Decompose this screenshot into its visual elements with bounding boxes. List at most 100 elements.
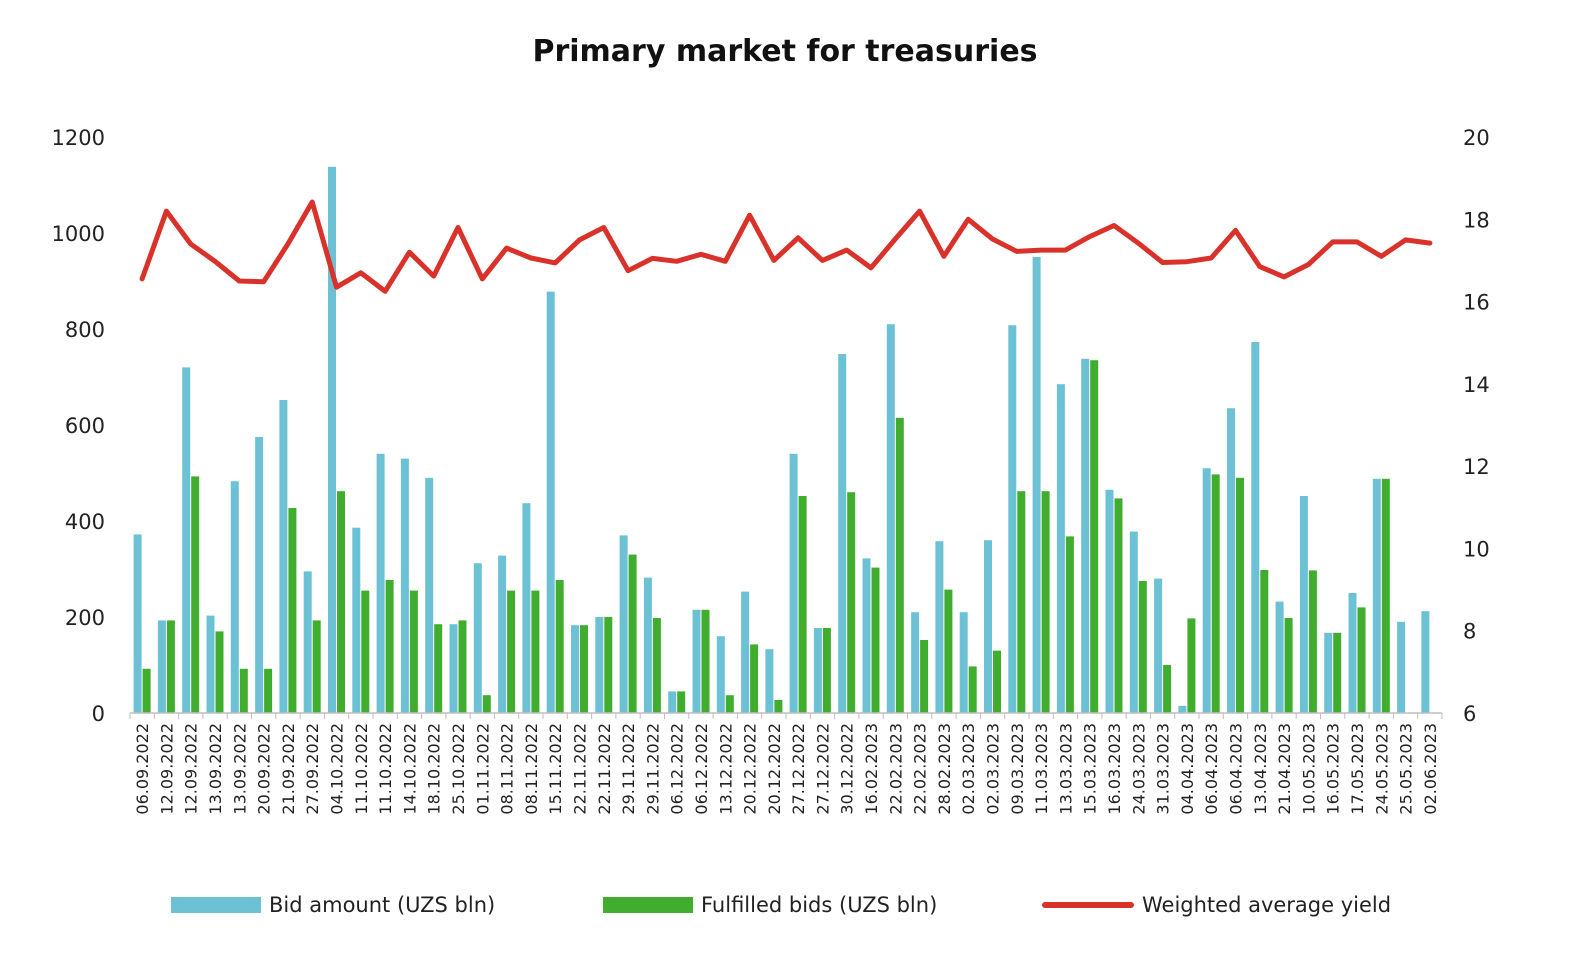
- bid-bar-26: [741, 591, 750, 713]
- yield-point-54: [1429, 242, 1431, 244]
- yield-point-42: [1137, 242, 1139, 244]
- fulfilled-bar-14: [458, 620, 467, 713]
- x-tick-label: 11.10.2022: [376, 723, 395, 815]
- x-tick-label: 08.11.2022: [522, 723, 541, 815]
- yield-point-6: [263, 281, 265, 283]
- y-left-tick-label: 800: [65, 318, 105, 342]
- bid-bar-36: [984, 540, 992, 713]
- bid-bar-7: [279, 400, 288, 713]
- fulfilled-bar-39: [1065, 536, 1074, 713]
- fulfilled-bar-29: [822, 628, 831, 713]
- bid-bar-8: [303, 571, 312, 713]
- bid-bar-42: [1129, 531, 1138, 713]
- x-tick-label: 02.03.2023: [959, 723, 978, 815]
- yield-point-16: [506, 247, 508, 249]
- bid-bar-47: [1251, 342, 1260, 713]
- fulfilled-bar-46: [1236, 477, 1244, 713]
- fulfilled-bar-20: [604, 617, 613, 713]
- bid-bar-16: [498, 555, 507, 713]
- x-tick-label: 20.12.2022: [765, 723, 784, 815]
- y-axis-left-ticks: 0 200 400 600 800 1000 1200: [52, 126, 105, 726]
- yield-point-21: [627, 270, 629, 272]
- yield-point-51: [1356, 241, 1358, 243]
- yield-point-44: [1186, 261, 1188, 263]
- yield-point-20: [603, 227, 605, 228]
- fulfilled-bar-32: [895, 417, 904, 713]
- x-tick-label: 30.12.2022: [838, 723, 857, 815]
- fulfilled-bar-28: [798, 496, 807, 713]
- fulfilled-bar-5: [239, 668, 248, 713]
- fulfilled-bar-47: [1260, 570, 1269, 713]
- bid-bar-3: [182, 367, 191, 713]
- fulfilled-bar-17: [531, 590, 540, 713]
- bid-bar-52: [1372, 478, 1381, 713]
- fulfilled-bar-45: [1211, 474, 1220, 713]
- x-tick-label: 02.06.2023: [1421, 723, 1440, 815]
- fulfilled-bar-30: [847, 492, 856, 713]
- yield-point-48: [1283, 276, 1285, 278]
- yield-point-32: [894, 238, 896, 240]
- bid-amount-bars: [133, 166, 1430, 714]
- x-tick-label: 15.11.2022: [546, 723, 565, 815]
- y-right-tick-label: 14: [1463, 373, 1490, 397]
- bid-bar-15: [473, 563, 482, 713]
- fulfilled-bar-36: [993, 650, 1001, 713]
- x-tick-label: 18.10.2022: [425, 723, 444, 815]
- fulfilled-bar-43: [1163, 665, 1172, 713]
- fulfilled-bar-11: [385, 580, 394, 713]
- x-tick-label: 31.03.2023: [1154, 723, 1173, 815]
- x-tick-label: 04.10.2022: [328, 723, 347, 815]
- x-tick-label: 24.05.2023: [1372, 723, 1391, 815]
- fulfilled-bar-21: [628, 554, 637, 713]
- fulfilled-bar-19: [580, 625, 588, 713]
- y-right-tick-label: 16: [1463, 291, 1490, 315]
- yield-point-28: [797, 237, 799, 239]
- x-tick-label: 15.03.2023: [1081, 723, 1100, 815]
- bid-bar-11: [376, 453, 385, 713]
- bid-bar-50: [1324, 632, 1333, 713]
- y-left-tick-label: 400: [65, 510, 105, 534]
- legend-label-bid: Bid amount (UZS bln): [269, 893, 496, 917]
- bid-bar-34: [935, 541, 944, 713]
- bid-bar-29: [813, 628, 822, 713]
- yield-point-49: [1307, 264, 1309, 265]
- bid-bar-31: [862, 558, 871, 713]
- legend-swatch-bid: [171, 897, 261, 913]
- bid-bar-12: [400, 458, 409, 713]
- x-tick-label: 27.12.2022: [813, 723, 832, 815]
- fulfilled-bar-3: [191, 476, 200, 713]
- yield-point-10: [360, 272, 362, 274]
- x-tick-label: 16.05.2023: [1324, 723, 1343, 815]
- yield-point-3: [190, 243, 192, 245]
- yield-point-11: [384, 290, 386, 292]
- x-tick-label: 04.04.2023: [1178, 723, 1197, 815]
- bid-bar-54: [1421, 611, 1430, 713]
- x-tick-label: 21.09.2022: [279, 723, 298, 815]
- yield-point-47: [1259, 266, 1261, 268]
- x-tick-label: 06.04.2023: [1202, 723, 1221, 815]
- legend-label-yield: Weighted average yield: [1142, 893, 1392, 917]
- fulfilled-bar-16: [507, 590, 516, 713]
- fulfilled-bar-44: [1187, 618, 1196, 713]
- x-tick-label: 22.11.2022: [571, 723, 590, 815]
- y-left-tick-label: 600: [65, 414, 105, 438]
- x-axis-tick-labels: 06.09.2022 12.09.2022 12.09.2022 13.09.2022…: [133, 723, 1440, 815]
- yield-point-5: [238, 280, 240, 282]
- bid-bar-35: [959, 612, 968, 713]
- y-axis-right-ticks: 6 8 10 12 14 16 18 20: [1463, 126, 1490, 726]
- bid-bar-6: [255, 437, 264, 713]
- fulfilled-bar-35: [968, 666, 977, 713]
- bid-bar-4: [206, 615, 215, 713]
- y-right-tick-label: 12: [1463, 455, 1490, 479]
- x-tick-label: 10.05.2023: [1299, 723, 1318, 815]
- bid-bar-40: [1081, 358, 1090, 713]
- fulfilled-bar-50: [1333, 632, 1342, 713]
- fulfilled-bar-26: [750, 644, 759, 713]
- yield-point-2: [165, 210, 167, 212]
- x-tick-label: 25.10.2022: [449, 723, 468, 815]
- bid-bar-17: [522, 503, 531, 713]
- legend-item-yield: Weighted average yield: [1042, 893, 1391, 917]
- yield-point-46: [1235, 229, 1236, 231]
- yield-point-34: [943, 255, 945, 257]
- fulfilled-bar-10: [361, 590, 370, 713]
